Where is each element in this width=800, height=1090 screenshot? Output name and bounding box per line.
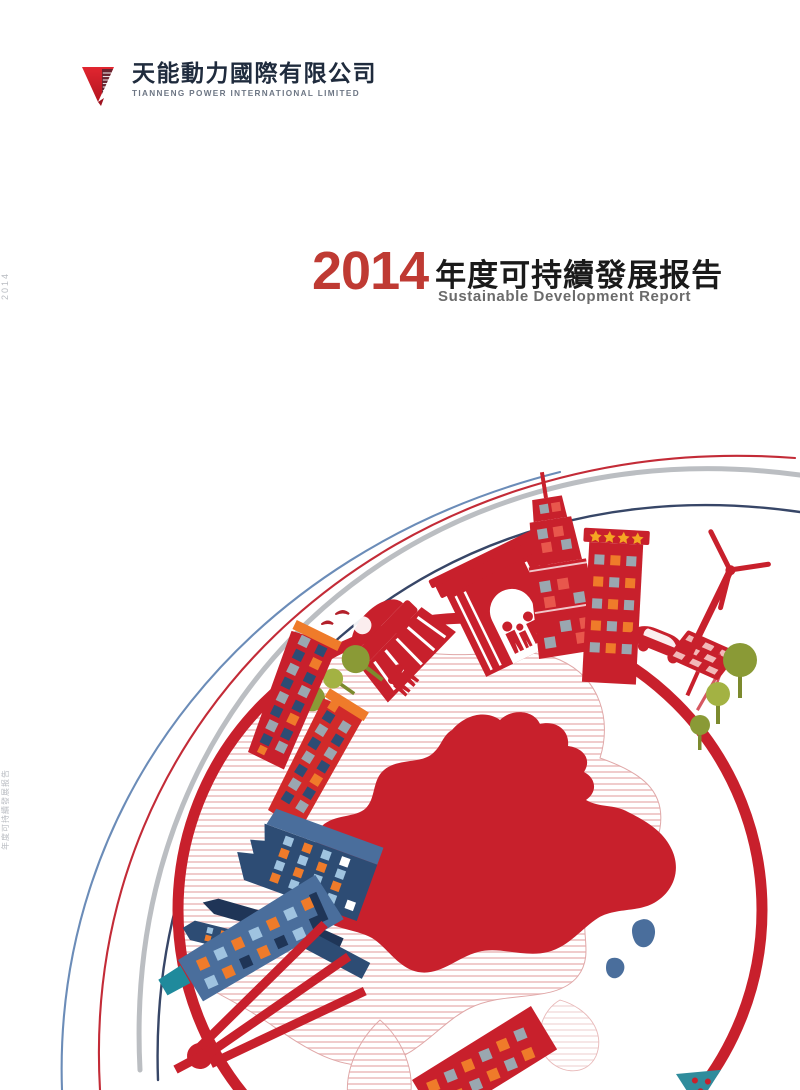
outer-blue-arc [60,470,562,1090]
skyscraper-spire [528,471,605,659]
title-main-row: 2014 年度可持續發展报告 [312,241,732,301]
trees-olive [690,643,757,750]
company-name-en: TIANNENG POWER INTERNATIONAL LIMITED [132,89,360,98]
report-year: 2014 [312,241,429,301]
outer-navy-arc [156,503,800,1082]
star-tower [581,527,650,685]
red-block-bottom [412,1006,558,1090]
outer-red-arc [97,454,797,1090]
observatory-dome-base [361,607,456,703]
radio-mast [173,920,367,1074]
report-title-en: Sustainable Development Report [438,288,692,305]
wind-turbine-large [685,529,771,659]
cover-illustration [0,380,800,1090]
spine-text-year: 2014 [0,271,10,300]
report-title-cn: 年度可持續發展报告 [435,258,724,294]
company-logo: 天能動力國際有限公司 TIANNENG POWER INTERNATIONAL … [80,60,377,108]
people-figures-left [388,664,420,697]
red-apartment-blocks [248,620,369,831]
china-map [312,712,676,979]
blue-block-bottom [158,874,344,1002]
star-decorations [589,530,644,545]
company-name-cn: 天能動力國際有限公司 [132,61,377,87]
cover-title: 2014 年度可持續發展报告 Sustainable Development R… [312,241,732,305]
outer-gray-arc [136,466,800,1073]
logo-wordmark: 天能動力國際有限公司 TIANNENG POWER INTERNATIONAL … [132,60,377,100]
tianneng-v-mark-icon [80,60,126,108]
